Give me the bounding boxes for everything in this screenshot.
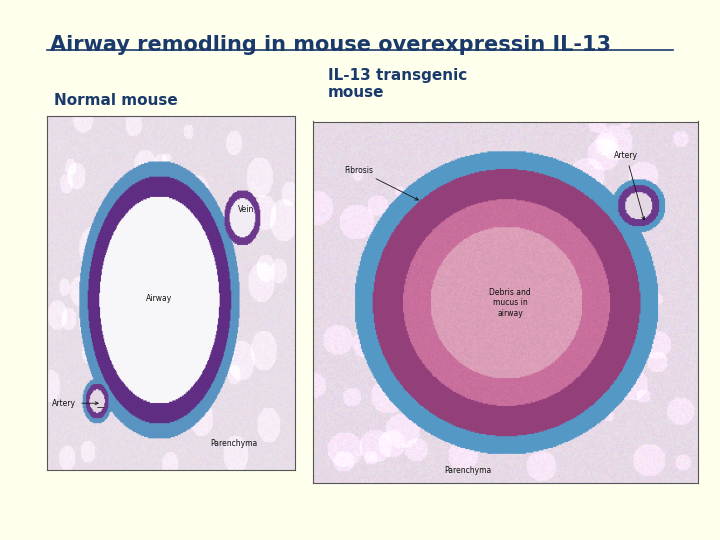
- Text: Debris and
mucus in
airway: Debris and mucus in airway: [490, 288, 531, 318]
- Text: Normal mouse: Normal mouse: [54, 93, 178, 108]
- Text: IL-13 transgenic
mouse: IL-13 transgenic mouse: [328, 68, 467, 100]
- Text: Artery: Artery: [614, 151, 644, 220]
- Text: Artery: Artery: [52, 399, 98, 408]
- Text: Airway remodling in mouse overexpressin IL-13: Airway remodling in mouse overexpressin …: [50, 35, 611, 55]
- Text: Airway: Airway: [146, 294, 172, 302]
- Text: Parenchyma: Parenchyma: [210, 438, 257, 448]
- Text: —: —: [97, 403, 104, 413]
- Text: Vein: Vein: [238, 205, 254, 214]
- Text: Fibrosis: Fibrosis: [345, 166, 418, 200]
- Text: Parenchyma: Parenchyma: [444, 466, 492, 475]
